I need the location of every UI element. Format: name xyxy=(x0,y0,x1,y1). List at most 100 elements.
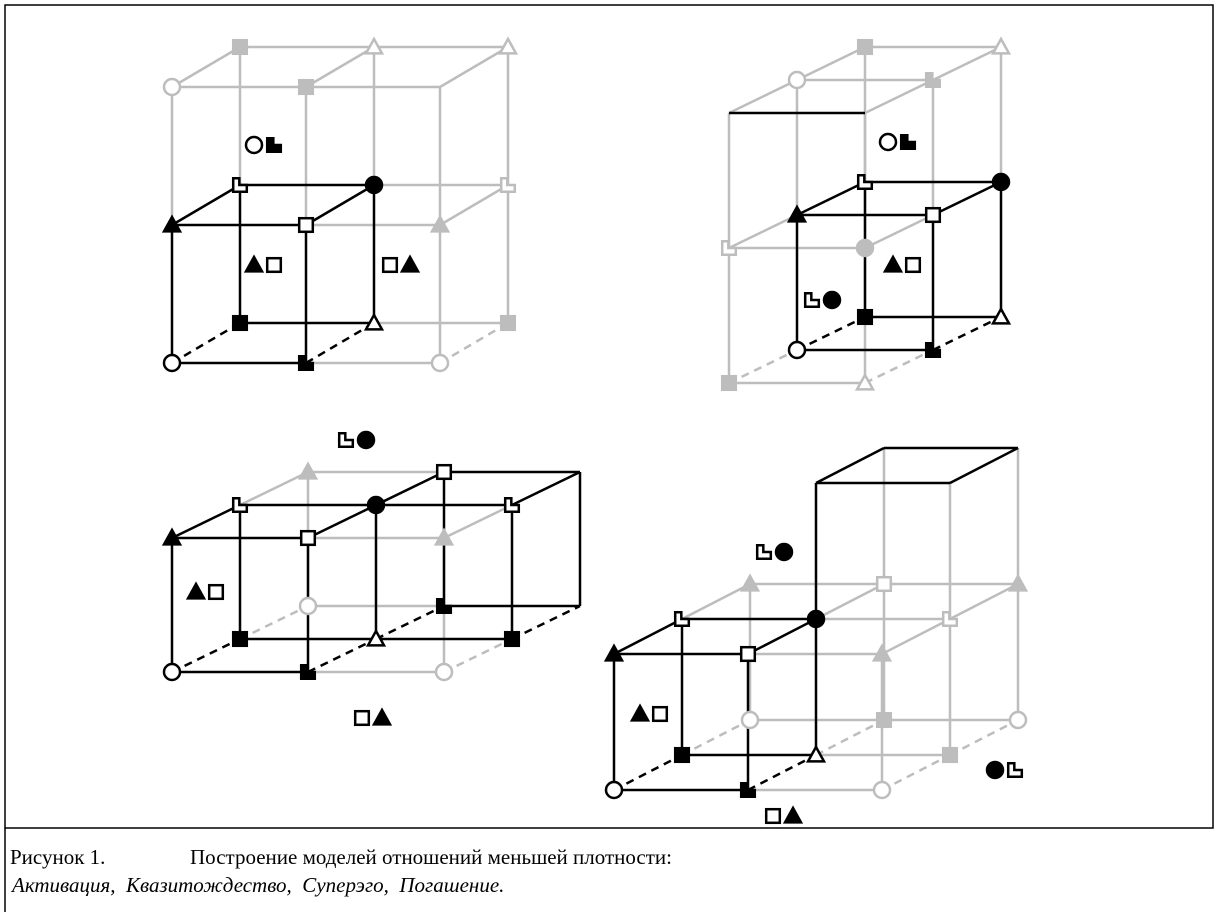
edge xyxy=(864,348,934,385)
node xyxy=(673,610,691,628)
node xyxy=(720,374,738,392)
edge xyxy=(439,183,509,227)
node xyxy=(822,290,842,310)
node xyxy=(941,610,959,628)
edge xyxy=(307,503,377,540)
edge xyxy=(815,446,885,485)
node xyxy=(875,575,893,593)
node xyxy=(739,645,757,663)
node xyxy=(297,354,315,372)
node xyxy=(162,77,182,97)
node xyxy=(651,705,669,723)
node xyxy=(497,36,519,55)
node xyxy=(399,254,421,273)
node xyxy=(673,746,691,764)
edge xyxy=(511,604,581,641)
node xyxy=(941,746,959,764)
node xyxy=(363,36,385,55)
edge xyxy=(511,470,581,507)
edge xyxy=(171,503,241,540)
node xyxy=(1007,573,1029,592)
node xyxy=(787,70,807,90)
edge xyxy=(932,180,1002,217)
node xyxy=(356,430,376,450)
node xyxy=(363,312,385,331)
edge xyxy=(305,45,375,89)
node xyxy=(878,132,898,152)
node xyxy=(739,573,761,592)
node xyxy=(786,204,808,223)
node xyxy=(231,38,249,56)
edge xyxy=(728,78,798,115)
node xyxy=(499,314,517,332)
node xyxy=(161,527,183,546)
node xyxy=(1008,710,1028,730)
node xyxy=(265,256,283,274)
node xyxy=(381,256,399,274)
edge xyxy=(443,637,513,674)
edge xyxy=(171,45,241,89)
node xyxy=(298,596,318,616)
node xyxy=(755,543,773,561)
edge xyxy=(949,582,1019,621)
node xyxy=(207,583,225,601)
node xyxy=(990,306,1012,325)
edge xyxy=(439,321,509,365)
edge xyxy=(171,637,241,674)
node xyxy=(161,214,183,233)
node xyxy=(297,216,315,234)
edge xyxy=(239,470,309,507)
edge xyxy=(171,321,241,365)
node xyxy=(297,461,319,480)
node xyxy=(231,314,249,332)
node xyxy=(875,711,893,729)
node xyxy=(985,760,1005,780)
node xyxy=(433,527,455,546)
edge xyxy=(728,213,798,250)
node xyxy=(803,291,821,309)
edge xyxy=(375,470,445,507)
edge xyxy=(305,321,375,365)
node xyxy=(805,744,827,763)
node xyxy=(435,463,453,481)
node xyxy=(299,529,317,547)
node xyxy=(871,643,893,662)
edge xyxy=(747,753,817,792)
edge xyxy=(881,753,951,792)
node xyxy=(856,38,874,56)
node xyxy=(991,172,1011,192)
edge xyxy=(949,446,1019,485)
node xyxy=(231,630,249,648)
caption-subtitle: Активация, Квазитождество, Суперэго, Пог… xyxy=(10,873,504,897)
node xyxy=(364,175,384,195)
edge xyxy=(815,582,885,621)
node xyxy=(429,214,451,233)
node xyxy=(924,206,942,224)
node xyxy=(231,176,249,194)
node xyxy=(244,135,264,155)
node xyxy=(243,254,265,273)
node xyxy=(855,238,875,258)
node xyxy=(231,496,249,514)
node xyxy=(430,353,450,373)
node xyxy=(162,662,182,682)
node xyxy=(265,136,283,154)
edge xyxy=(747,617,817,656)
edge xyxy=(864,78,934,115)
node xyxy=(856,173,874,191)
node xyxy=(162,353,182,373)
edge xyxy=(613,753,683,792)
edge xyxy=(796,180,866,217)
edge xyxy=(307,637,377,674)
edge xyxy=(949,718,1019,757)
edge xyxy=(439,45,509,89)
node xyxy=(740,710,760,730)
node xyxy=(854,372,876,391)
edge xyxy=(171,183,241,227)
node xyxy=(499,176,517,194)
node xyxy=(435,597,453,615)
edge xyxy=(932,45,1002,82)
edge xyxy=(613,617,683,656)
node xyxy=(365,628,387,647)
